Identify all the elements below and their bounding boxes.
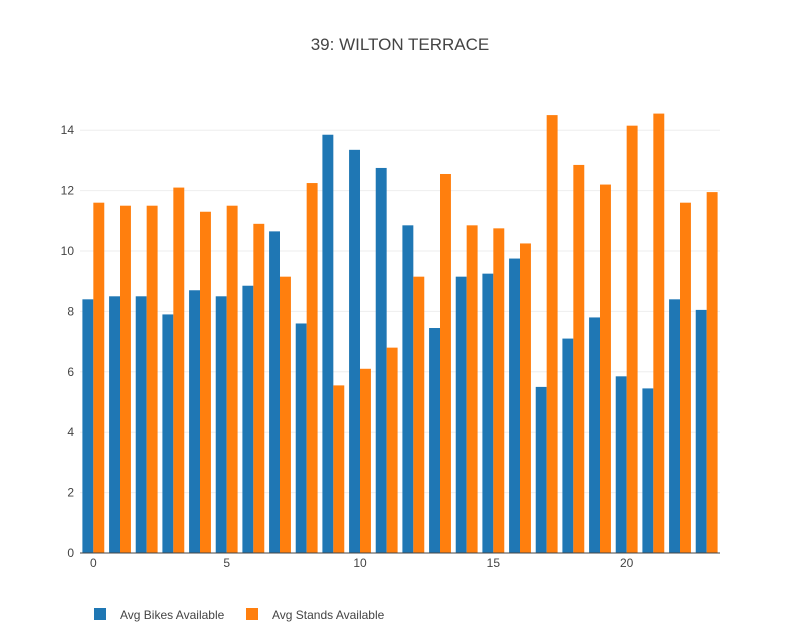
bar-bikes[interactable] (509, 258, 520, 553)
bar-bikes[interactable] (322, 134, 334, 554)
bar-stands[interactable] (333, 385, 345, 553)
bar-bikes[interactable] (349, 149, 360, 553)
bar-bikes[interactable] (215, 296, 227, 553)
y-tick-label: 0 (67, 546, 74, 560)
bar-stands[interactable] (680, 202, 691, 553)
bar-bikes[interactable] (109, 296, 120, 553)
x-tick-label: 10 (353, 556, 367, 570)
legend-item-stands[interactable]: Avg Stands Available (246, 608, 385, 622)
legend-swatch (246, 608, 258, 620)
bar-stands[interactable] (493, 228, 505, 553)
bar-bikes[interactable] (295, 323, 307, 553)
bar-bikes[interactable] (162, 314, 174, 553)
y-tick-label: 14 (61, 123, 75, 137)
bar-bikes[interactable] (242, 285, 254, 553)
y-tick-label: 12 (61, 184, 75, 198)
legend-label: Avg Bikes Available (120, 608, 225, 622)
y-tick-label: 4 (67, 425, 74, 439)
bar-stands[interactable] (306, 183, 318, 554)
x-tick-label: 15 (487, 556, 501, 570)
bar-stands[interactable] (93, 202, 105, 553)
bar-stands[interactable] (706, 192, 718, 554)
legend: Avg Bikes Available Avg Stands Available (94, 608, 385, 622)
y-tick-label: 8 (67, 304, 74, 318)
bar-stands[interactable] (226, 205, 238, 553)
bar-bikes[interactable] (455, 276, 467, 553)
x-tick-label: 0 (90, 556, 97, 570)
bar-bikes[interactable] (642, 388, 654, 553)
bar-bikes[interactable] (269, 231, 280, 553)
chart-title: 39: WILTON TERRACE (311, 35, 490, 54)
bar-stands[interactable] (200, 211, 211, 554)
bar-bikes[interactable] (189, 290, 200, 553)
bar-stands[interactable] (653, 113, 665, 553)
bars (82, 113, 718, 554)
bar-stands[interactable] (360, 368, 371, 553)
bar-bikes[interactable] (82, 299, 94, 553)
bar-bikes[interactable] (135, 296, 147, 553)
bar-stands[interactable] (173, 187, 185, 553)
bar-bikes[interactable] (695, 309, 707, 553)
bar-bikes[interactable] (669, 299, 680, 553)
bar-stands[interactable] (413, 276, 425, 553)
bar-stands[interactable] (573, 164, 585, 553)
x-tick-label: 5 (223, 556, 230, 570)
bar-stands[interactable] (600, 184, 611, 553)
legend-item-bikes[interactable]: Avg Bikes Available (94, 608, 225, 622)
y-tick-label: 6 (67, 365, 74, 379)
bar-stands[interactable] (280, 276, 291, 553)
bar-bikes[interactable] (535, 386, 547, 553)
x-tick-label: 20 (620, 556, 634, 570)
bar-stands[interactable] (520, 243, 531, 553)
bar-stands[interactable] (146, 205, 158, 553)
y-tick-label: 2 (67, 486, 74, 500)
bar-bikes[interactable] (375, 167, 387, 553)
grid-lines (80, 129, 720, 494)
bar-stands[interactable] (546, 115, 558, 553)
bar-bikes[interactable] (429, 328, 440, 553)
y-tick-label: 10 (61, 244, 75, 258)
legend-swatch (94, 608, 106, 620)
axes: 0 2 4 6 8 10 12 14 0 5 10 15 20 (61, 123, 720, 570)
legend-label: Avg Stands Available (272, 608, 385, 622)
bar-stands[interactable] (386, 347, 398, 553)
bar-stands[interactable] (120, 205, 131, 553)
bar-bikes[interactable] (402, 225, 414, 553)
bar-stands[interactable] (440, 173, 451, 554)
bar-bikes[interactable] (562, 338, 574, 553)
bar-bikes[interactable] (482, 273, 494, 553)
bar-stands[interactable] (626, 125, 638, 554)
bar-bikes[interactable] (589, 317, 600, 553)
bar-stands[interactable] (253, 223, 265, 553)
bar-stands[interactable] (466, 225, 478, 553)
bar-bikes[interactable] (615, 376, 627, 553)
